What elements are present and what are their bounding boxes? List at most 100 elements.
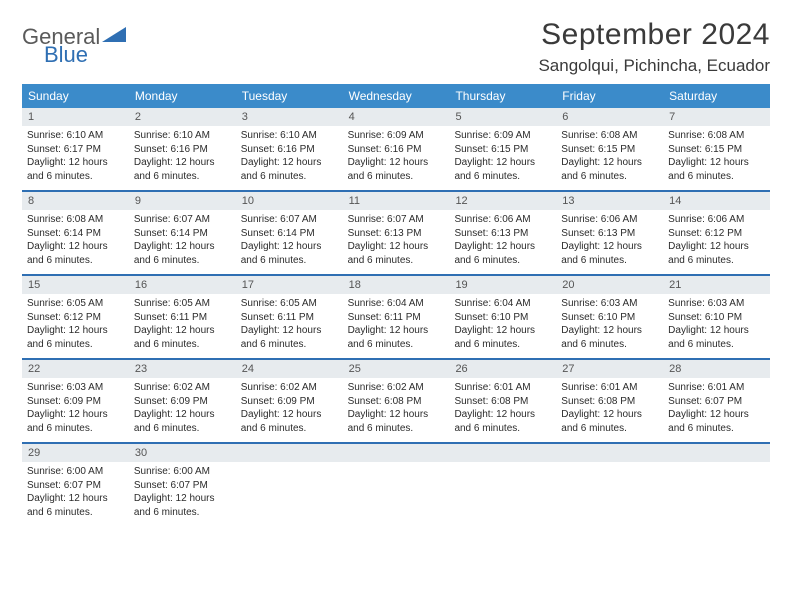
sunrise-line: Sunrise: 6:01 AM — [561, 381, 658, 395]
day-body: Sunrise: 6:00 AMSunset: 6:07 PMDaylight:… — [129, 462, 236, 523]
day-body: Sunrise: 6:05 AMSunset: 6:11 PMDaylight:… — [236, 294, 343, 355]
daylight-line: Daylight: 12 hours and 6 minutes. — [348, 240, 445, 267]
weekday-label: Wednesday — [343, 84, 450, 108]
day-cell: 2Sunrise: 6:10 AMSunset: 6:16 PMDaylight… — [129, 108, 236, 190]
daylight-line: Daylight: 12 hours and 6 minutes. — [561, 408, 658, 435]
weekday-label: Tuesday — [236, 84, 343, 108]
sunset-line: Sunset: 6:13 PM — [348, 227, 445, 241]
day-body: Sunrise: 6:10 AMSunset: 6:16 PMDaylight:… — [236, 126, 343, 187]
sunrise-line: Sunrise: 6:04 AM — [454, 297, 551, 311]
day-cell: 1Sunrise: 6:10 AMSunset: 6:17 PMDaylight… — [22, 108, 129, 190]
day-body: Sunrise: 6:08 AMSunset: 6:15 PMDaylight:… — [663, 126, 770, 187]
daylight-line: Daylight: 12 hours and 6 minutes. — [348, 408, 445, 435]
sunrise-line: Sunrise: 6:02 AM — [134, 381, 231, 395]
calendar-page: General Blue September 2024 Sangolqui, P… — [0, 0, 792, 544]
day-number: 25 — [343, 360, 450, 378]
sunset-line: Sunset: 6:15 PM — [561, 143, 658, 157]
day-cell: 29Sunrise: 6:00 AMSunset: 6:07 PMDayligh… — [22, 444, 129, 526]
day-cell: 13Sunrise: 6:06 AMSunset: 6:13 PMDayligh… — [556, 192, 663, 274]
day-cell: 7Sunrise: 6:08 AMSunset: 6:15 PMDaylight… — [663, 108, 770, 190]
day-body: Sunrise: 6:08 AMSunset: 6:14 PMDaylight:… — [22, 210, 129, 271]
day-number: 28 — [663, 360, 770, 378]
header: General Blue September 2024 Sangolqui, P… — [22, 18, 770, 76]
daylight-line: Daylight: 12 hours and 6 minutes. — [241, 240, 338, 267]
sunset-line: Sunset: 6:14 PM — [241, 227, 338, 241]
day-number: 7 — [663, 108, 770, 126]
sunrise-line: Sunrise: 6:09 AM — [454, 129, 551, 143]
day-cell: 30Sunrise: 6:00 AMSunset: 6:07 PMDayligh… — [129, 444, 236, 526]
sunrise-line: Sunrise: 6:10 AM — [27, 129, 124, 143]
day-number: 20 — [556, 276, 663, 294]
week-row: 8Sunrise: 6:08 AMSunset: 6:14 PMDaylight… — [22, 192, 770, 276]
sunset-line: Sunset: 6:08 PM — [561, 395, 658, 409]
sunset-line: Sunset: 6:16 PM — [134, 143, 231, 157]
daylight-line: Daylight: 12 hours and 6 minutes. — [27, 492, 124, 519]
day-number: 10 — [236, 192, 343, 210]
day-cell: 3Sunrise: 6:10 AMSunset: 6:16 PMDaylight… — [236, 108, 343, 190]
sunset-line: Sunset: 6:10 PM — [668, 311, 765, 325]
daylight-line: Daylight: 12 hours and 6 minutes. — [241, 156, 338, 183]
day-cell: 4Sunrise: 6:09 AMSunset: 6:16 PMDaylight… — [343, 108, 450, 190]
day-number: 4 — [343, 108, 450, 126]
sunset-line: Sunset: 6:12 PM — [27, 311, 124, 325]
day-body — [236, 462, 343, 522]
logo: General Blue — [22, 24, 128, 50]
day-number: 5 — [449, 108, 556, 126]
daylight-line: Daylight: 12 hours and 6 minutes. — [27, 156, 124, 183]
day-cell: 19Sunrise: 6:04 AMSunset: 6:10 PMDayligh… — [449, 276, 556, 358]
day-number: 12 — [449, 192, 556, 210]
daylight-line: Daylight: 12 hours and 6 minutes. — [348, 324, 445, 351]
day-body — [343, 462, 450, 522]
daylight-line: Daylight: 12 hours and 6 minutes. — [241, 324, 338, 351]
daylight-line: Daylight: 12 hours and 6 minutes. — [561, 156, 658, 183]
sunrise-line: Sunrise: 6:09 AM — [348, 129, 445, 143]
day-number: 23 — [129, 360, 236, 378]
daylight-line: Daylight: 12 hours and 6 minutes. — [668, 240, 765, 267]
sunset-line: Sunset: 6:08 PM — [454, 395, 551, 409]
day-body — [556, 462, 663, 522]
day-number: 6 — [556, 108, 663, 126]
day-body: Sunrise: 6:06 AMSunset: 6:13 PMDaylight:… — [556, 210, 663, 271]
sunrise-line: Sunrise: 6:00 AM — [27, 465, 124, 479]
day-body: Sunrise: 6:01 AMSunset: 6:07 PMDaylight:… — [663, 378, 770, 439]
day-body: Sunrise: 6:05 AMSunset: 6:11 PMDaylight:… — [129, 294, 236, 355]
day-body: Sunrise: 6:02 AMSunset: 6:09 PMDaylight:… — [129, 378, 236, 439]
sunrise-line: Sunrise: 6:06 AM — [561, 213, 658, 227]
day-cell: 10Sunrise: 6:07 AMSunset: 6:14 PMDayligh… — [236, 192, 343, 274]
day-number: 19 — [449, 276, 556, 294]
sunset-line: Sunset: 6:13 PM — [561, 227, 658, 241]
sunset-line: Sunset: 6:13 PM — [454, 227, 551, 241]
daylight-line: Daylight: 12 hours and 6 minutes. — [134, 492, 231, 519]
day-body: Sunrise: 6:09 AMSunset: 6:15 PMDaylight:… — [449, 126, 556, 187]
sunrise-line: Sunrise: 6:02 AM — [241, 381, 338, 395]
sunrise-line: Sunrise: 6:00 AM — [134, 465, 231, 479]
day-number: 8 — [22, 192, 129, 210]
title-block: September 2024 Sangolqui, Pichincha, Ecu… — [538, 18, 770, 76]
sunset-line: Sunset: 6:08 PM — [348, 395, 445, 409]
daylight-line: Daylight: 12 hours and 6 minutes. — [134, 240, 231, 267]
week-row: 15Sunrise: 6:05 AMSunset: 6:12 PMDayligh… — [22, 276, 770, 360]
day-body: Sunrise: 6:07 AMSunset: 6:14 PMDaylight:… — [129, 210, 236, 271]
day-cell: 24Sunrise: 6:02 AMSunset: 6:09 PMDayligh… — [236, 360, 343, 442]
day-number — [236, 444, 343, 462]
day-body: Sunrise: 6:04 AMSunset: 6:10 PMDaylight:… — [449, 294, 556, 355]
day-body: Sunrise: 6:03 AMSunset: 6:10 PMDaylight:… — [556, 294, 663, 355]
weeks-container: 1Sunrise: 6:10 AMSunset: 6:17 PMDaylight… — [22, 108, 770, 526]
sunrise-line: Sunrise: 6:10 AM — [241, 129, 338, 143]
sunset-line: Sunset: 6:11 PM — [134, 311, 231, 325]
day-number: 26 — [449, 360, 556, 378]
daylight-line: Daylight: 12 hours and 6 minutes. — [668, 324, 765, 351]
day-cell: 11Sunrise: 6:07 AMSunset: 6:13 PMDayligh… — [343, 192, 450, 274]
day-body — [449, 462, 556, 522]
day-body: Sunrise: 6:01 AMSunset: 6:08 PMDaylight:… — [556, 378, 663, 439]
day-body: Sunrise: 6:10 AMSunset: 6:16 PMDaylight:… — [129, 126, 236, 187]
day-cell-empty — [449, 444, 556, 526]
day-body: Sunrise: 6:03 AMSunset: 6:10 PMDaylight:… — [663, 294, 770, 355]
weekday-label: Friday — [556, 84, 663, 108]
sunrise-line: Sunrise: 6:05 AM — [241, 297, 338, 311]
sunset-line: Sunset: 6:12 PM — [668, 227, 765, 241]
day-cell: 28Sunrise: 6:01 AMSunset: 6:07 PMDayligh… — [663, 360, 770, 442]
sunset-line: Sunset: 6:14 PM — [134, 227, 231, 241]
daylight-line: Daylight: 12 hours and 6 minutes. — [348, 156, 445, 183]
sunrise-line: Sunrise: 6:08 AM — [27, 213, 124, 227]
